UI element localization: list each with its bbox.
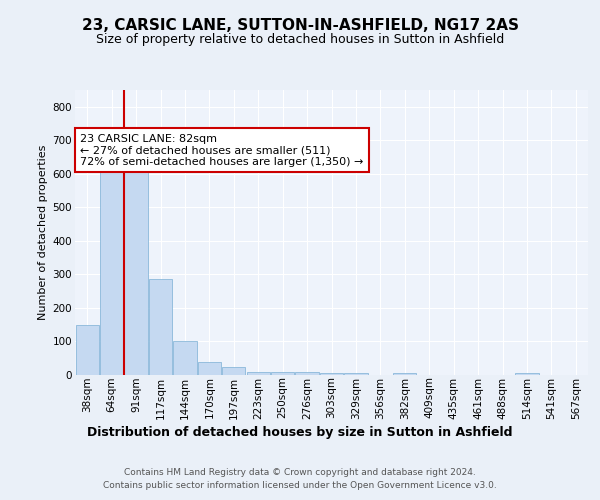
Bar [100, 163, 123, 375]
Text: Size of property relative to detached houses in Sutton in Ashfield: Size of property relative to detached ho… [96, 32, 504, 46]
Text: 23, CARSIC LANE, SUTTON-IN-ASHFIELD, NG17 2AS: 23, CARSIC LANE, SUTTON-IN-ASHFIELD, NG1… [82, 18, 518, 32]
Bar [247, 372, 270, 375]
Bar [271, 372, 294, 375]
Bar [320, 372, 343, 375]
Bar [344, 374, 368, 375]
Bar [393, 374, 416, 375]
Bar [295, 372, 319, 375]
Bar [76, 324, 99, 375]
Text: 23 CARSIC LANE: 82sqm
← 27% of detached houses are smaller (511)
72% of semi-det: 23 CARSIC LANE: 82sqm ← 27% of detached … [80, 134, 364, 167]
Bar [198, 362, 221, 375]
Text: Contains public sector information licensed under the Open Government Licence v3: Contains public sector information licen… [103, 480, 497, 490]
Bar [149, 279, 172, 375]
Y-axis label: Number of detached properties: Number of detached properties [38, 145, 49, 320]
Bar [124, 166, 148, 375]
Bar [173, 342, 197, 375]
Bar [222, 367, 245, 375]
Text: Distribution of detached houses by size in Sutton in Ashfield: Distribution of detached houses by size … [87, 426, 513, 439]
Bar [515, 372, 539, 375]
Text: Contains HM Land Registry data © Crown copyright and database right 2024.: Contains HM Land Registry data © Crown c… [124, 468, 476, 477]
